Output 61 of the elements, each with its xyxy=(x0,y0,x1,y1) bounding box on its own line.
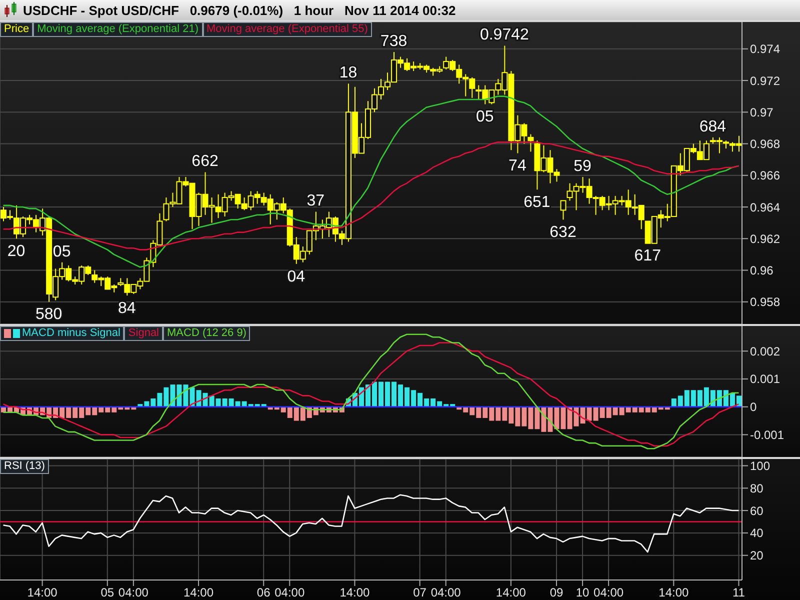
y-tick-label: 0.002 xyxy=(750,344,780,358)
line-series xyxy=(2,494,740,553)
annotation: 0.9742 xyxy=(480,26,529,44)
annotation: 04 xyxy=(287,268,306,286)
x-tick-label: 14:00 xyxy=(184,586,214,600)
chart-title: USDCHF - Spot USD/CHF 0.9679 (-0.01%) 1 hour Nov 11 2014 00:32 xyxy=(23,2,456,18)
annotation: 651 xyxy=(524,194,550,211)
text: RSI (13) xyxy=(0,459,49,474)
legend-label: MACD minus Signal xyxy=(0,326,124,341)
x-tick-label: 14:00 xyxy=(658,586,689,600)
x-tick-label: 06 xyxy=(256,586,271,600)
annotation: 632 xyxy=(550,224,576,242)
text: Signal xyxy=(124,326,163,341)
y-tick-label: 0.001 xyxy=(750,372,780,386)
y-tick-label: 0.962 xyxy=(750,232,780,246)
y-tick-label: 0.972 xyxy=(750,74,780,88)
y-tick-label: 100 xyxy=(750,458,770,473)
annotation: 37 xyxy=(306,192,325,210)
annotation: 662 xyxy=(192,153,218,170)
x-tick-label: 04:00 xyxy=(430,586,462,600)
x-tick-label: 10 xyxy=(576,586,590,600)
x-tick-label: 11 xyxy=(732,586,746,600)
y-tick-label: 40 xyxy=(750,526,764,540)
annotation: 59 xyxy=(574,158,592,175)
y-tick-label: 0.966 xyxy=(750,168,780,183)
y-tick-label: 0.974 xyxy=(750,42,780,56)
text: MACD (12 26 9) xyxy=(163,326,250,341)
x-tick-label: 07 xyxy=(413,586,427,600)
x-tick-label: 14:00 xyxy=(496,586,526,600)
candlestick xyxy=(560,200,566,220)
y-tick-label: 20 xyxy=(750,548,764,563)
y-tick-label: 80 xyxy=(750,481,764,496)
annotation: 617 xyxy=(634,248,662,265)
y-tick-label: 0.97 xyxy=(750,105,774,120)
x-tick-label: 05 xyxy=(100,586,114,600)
x-tick-label: 14:00 xyxy=(27,586,58,600)
y-tick-label: 60 xyxy=(750,504,764,518)
annotation: 738 xyxy=(380,33,408,50)
annotation: 18 xyxy=(339,64,358,82)
x-tick-label: 14:00 xyxy=(340,586,370,600)
annotation: 580 xyxy=(35,306,62,324)
annotation: 684 xyxy=(699,118,726,136)
annotation: 74 xyxy=(508,158,526,175)
y-tick-label: 0.968 xyxy=(750,137,780,152)
annotation: 20 xyxy=(7,242,26,260)
x-tick-label: 04:00 xyxy=(118,586,149,600)
y-tick-label: 0 xyxy=(750,400,757,414)
x-tick-label: 04:00 xyxy=(274,586,305,600)
text: Price xyxy=(0,22,34,37)
y-tick-label: 0.964 xyxy=(750,200,780,214)
x-tick-label: 04:00 xyxy=(594,586,624,600)
annotation: 05 xyxy=(52,243,71,260)
y-tick-label: 0.96 xyxy=(750,264,774,278)
text: Moving average (Exponential 55) xyxy=(202,22,372,37)
x-tick-label: 09 xyxy=(550,586,564,600)
annotation: 05 xyxy=(476,108,494,126)
y-tick-label: 0.958 xyxy=(750,295,780,310)
annotation: 84 xyxy=(118,300,136,317)
candlestick xyxy=(528,134,534,152)
text: Moving average (Exponential 21) xyxy=(33,22,202,37)
y-tick-label: -0.001 xyxy=(750,428,784,442)
